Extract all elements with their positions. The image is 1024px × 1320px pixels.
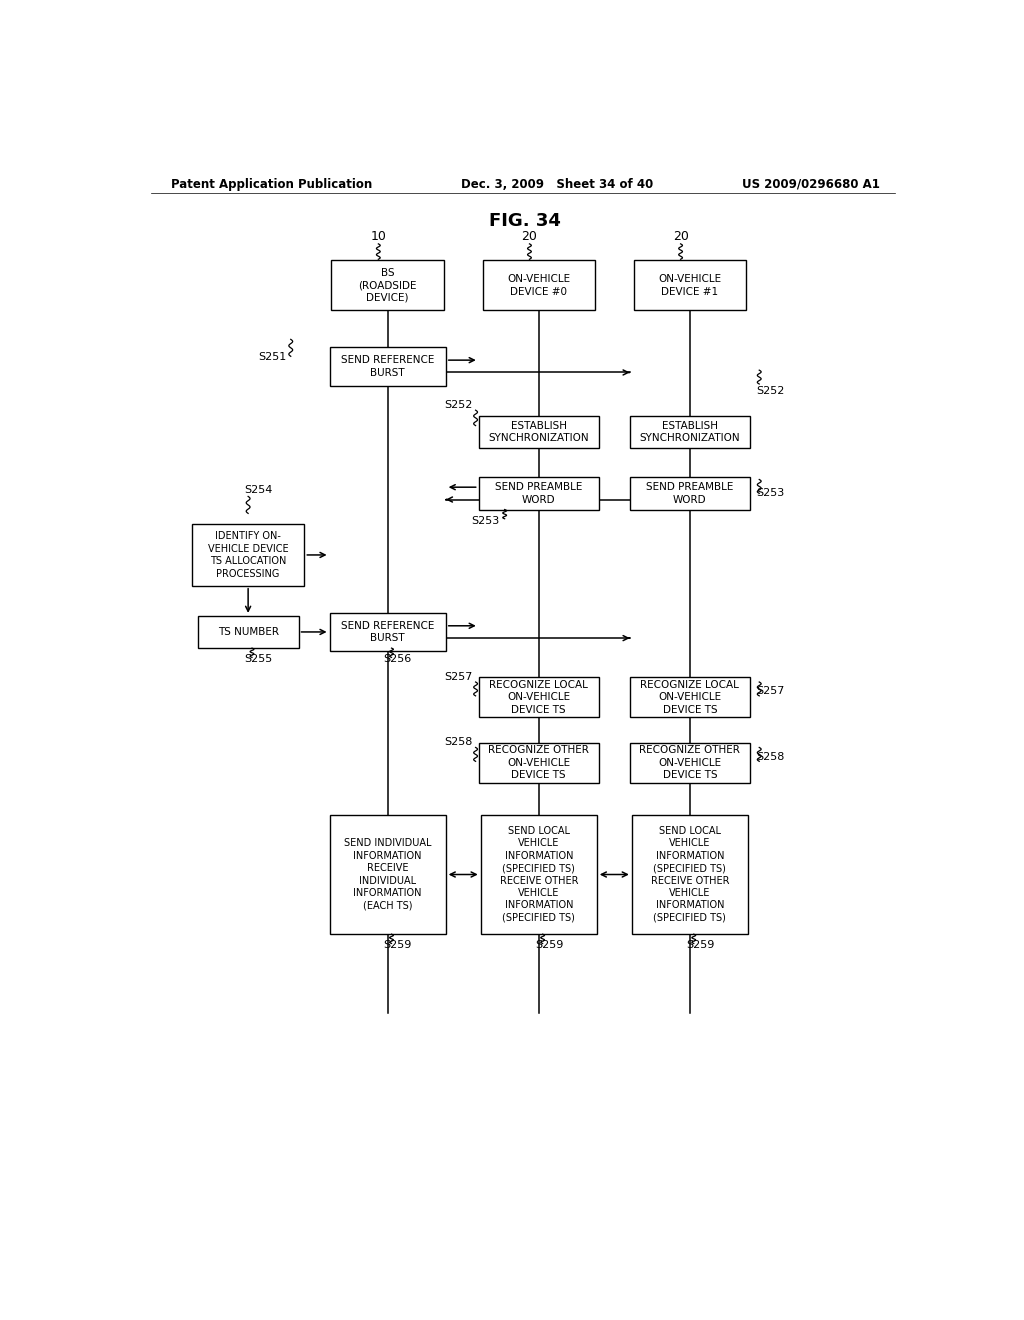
Text: S255: S255 bbox=[245, 655, 272, 664]
Text: S259: S259 bbox=[686, 940, 715, 950]
FancyBboxPatch shape bbox=[482, 260, 595, 310]
Text: RECOGNIZE LOCAL
ON-VEHICLE
DEVICE TS: RECOGNIZE LOCAL ON-VEHICLE DEVICE TS bbox=[640, 680, 739, 715]
Text: ON-VEHICLE
DEVICE #1: ON-VEHICLE DEVICE #1 bbox=[658, 275, 722, 297]
Text: SEND PREAMBLE
WORD: SEND PREAMBLE WORD bbox=[646, 482, 733, 504]
Text: SEND LOCAL
VEHICLE
INFORMATION
(SPECIFIED TS)
RECEIVE OTHER
VEHICLE
INFORMATION
: SEND LOCAL VEHICLE INFORMATION (SPECIFIE… bbox=[500, 826, 578, 923]
FancyBboxPatch shape bbox=[630, 416, 750, 447]
Text: ON-VEHICLE
DEVICE #0: ON-VEHICLE DEVICE #0 bbox=[507, 275, 570, 297]
Text: ESTABLISH
SYNCHRONIZATION: ESTABLISH SYNCHRONIZATION bbox=[640, 421, 740, 444]
FancyBboxPatch shape bbox=[630, 677, 750, 718]
Text: S254: S254 bbox=[245, 484, 272, 495]
Text: TS NUMBER: TS NUMBER bbox=[218, 627, 279, 638]
Text: Patent Application Publication: Patent Application Publication bbox=[171, 178, 372, 190]
Text: S257: S257 bbox=[444, 672, 472, 682]
FancyBboxPatch shape bbox=[634, 260, 746, 310]
Text: 20: 20 bbox=[673, 230, 688, 243]
Text: S258: S258 bbox=[444, 738, 472, 747]
Text: 20: 20 bbox=[521, 230, 538, 243]
FancyBboxPatch shape bbox=[332, 260, 443, 310]
Text: Dec. 3, 2009   Sheet 34 of 40: Dec. 3, 2009 Sheet 34 of 40 bbox=[461, 178, 653, 190]
FancyBboxPatch shape bbox=[632, 814, 748, 935]
Text: SEND REFERENCE
BURST: SEND REFERENCE BURST bbox=[341, 355, 434, 378]
FancyBboxPatch shape bbox=[478, 743, 599, 783]
FancyBboxPatch shape bbox=[330, 347, 445, 385]
Text: BS
(ROADSIDE
DEVICE): BS (ROADSIDE DEVICE) bbox=[358, 268, 417, 302]
Text: S252: S252 bbox=[756, 385, 784, 396]
FancyBboxPatch shape bbox=[478, 677, 599, 718]
FancyBboxPatch shape bbox=[478, 416, 599, 447]
Text: SEND REFERENCE
BURST: SEND REFERENCE BURST bbox=[341, 620, 434, 643]
FancyBboxPatch shape bbox=[330, 612, 445, 651]
Text: S257: S257 bbox=[756, 686, 784, 696]
Text: S259: S259 bbox=[535, 940, 563, 950]
Text: SEND LOCAL
VEHICLE
INFORMATION
(SPECIFIED TS)
RECEIVE OTHER
VEHICLE
INFORMATION
: SEND LOCAL VEHICLE INFORMATION (SPECIFIE… bbox=[650, 826, 729, 923]
FancyBboxPatch shape bbox=[198, 616, 299, 648]
Text: RECOGNIZE OTHER
ON-VEHICLE
DEVICE TS: RECOGNIZE OTHER ON-VEHICLE DEVICE TS bbox=[488, 746, 589, 780]
Text: US 2009/0296680 A1: US 2009/0296680 A1 bbox=[741, 178, 880, 190]
FancyBboxPatch shape bbox=[191, 524, 304, 586]
Text: RECOGNIZE LOCAL
ON-VEHICLE
DEVICE TS: RECOGNIZE LOCAL ON-VEHICLE DEVICE TS bbox=[489, 680, 588, 715]
FancyBboxPatch shape bbox=[630, 743, 750, 783]
FancyBboxPatch shape bbox=[480, 814, 597, 935]
Text: SEND INDIVIDUAL
INFORMATION
RECEIVE
INDIVIDUAL
INFORMATION
(EACH TS): SEND INDIVIDUAL INFORMATION RECEIVE INDI… bbox=[344, 838, 431, 911]
Text: S259: S259 bbox=[384, 940, 412, 950]
Text: S253: S253 bbox=[472, 516, 500, 525]
Text: S258: S258 bbox=[756, 751, 784, 762]
Text: S253: S253 bbox=[756, 488, 784, 499]
Text: IDENTIFY ON-
VEHICLE DEVICE
TS ALLOCATION
PROCESSING: IDENTIFY ON- VEHICLE DEVICE TS ALLOCATIO… bbox=[208, 532, 289, 578]
FancyBboxPatch shape bbox=[630, 478, 750, 510]
FancyBboxPatch shape bbox=[478, 478, 599, 510]
Text: 10: 10 bbox=[371, 230, 386, 243]
Text: S251: S251 bbox=[259, 352, 287, 362]
Text: FIG. 34: FIG. 34 bbox=[488, 213, 561, 230]
FancyBboxPatch shape bbox=[330, 814, 445, 935]
Text: S252: S252 bbox=[444, 400, 472, 411]
Text: RECOGNIZE OTHER
ON-VEHICLE
DEVICE TS: RECOGNIZE OTHER ON-VEHICLE DEVICE TS bbox=[639, 746, 740, 780]
Text: ESTABLISH
SYNCHRONIZATION: ESTABLISH SYNCHRONIZATION bbox=[488, 421, 589, 444]
Text: S256: S256 bbox=[384, 655, 412, 664]
Text: SEND PREAMBLE
WORD: SEND PREAMBLE WORD bbox=[495, 482, 583, 504]
